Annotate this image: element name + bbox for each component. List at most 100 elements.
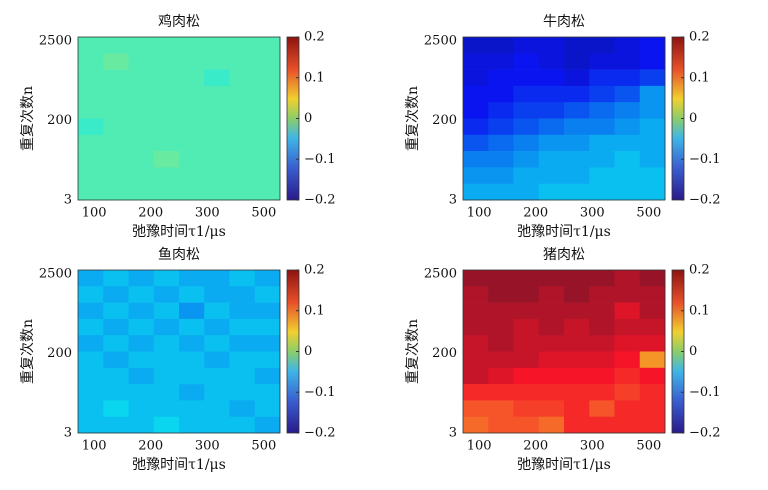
colorbar-tick-label: 0.2	[689, 263, 710, 278]
heatmap-cell	[614, 351, 641, 369]
y-tick-label: 2500	[424, 267, 457, 282]
heatmap-cell	[538, 384, 565, 401]
heatmap-cell	[589, 367, 615, 385]
heatmap-cell	[229, 69, 256, 87]
colorbar-tick-label: 0	[304, 111, 312, 126]
heatmap-cell	[488, 69, 514, 87]
y-tick-label: 2500	[424, 34, 457, 49]
heatmap-cell	[78, 183, 104, 201]
heatmap-cell	[229, 167, 256, 184]
heatmap-cell	[564, 416, 590, 434]
colorbar-tick-label: −0.1	[689, 152, 721, 167]
heatmap-cell	[564, 134, 590, 152]
heatmap-cell	[463, 134, 489, 152]
heatmap-cell	[463, 85, 489, 103]
heatmap-cell	[614, 302, 641, 320]
heatmap-cell	[639, 416, 666, 434]
heatmap-cell	[254, 384, 281, 401]
heatmap-cell	[614, 118, 641, 136]
heatmap-cell	[78, 302, 104, 320]
colorbar-tick-label: 0.1	[689, 70, 710, 85]
heatmap-cell	[488, 400, 514, 417]
colorbar-tick-label: −0.2	[689, 426, 721, 441]
heatmap-cell	[488, 151, 514, 168]
heatmap-cell	[589, 85, 615, 103]
heatmap-cell	[614, 384, 641, 401]
heatmap-cell	[488, 167, 514, 184]
heatmap-cell	[204, 183, 230, 201]
y-axis-label: 重复次数n	[404, 319, 421, 384]
heatmap-cell	[538, 286, 565, 303]
heatmap-cell	[78, 151, 104, 168]
heatmap-cell	[488, 335, 514, 352]
heatmap-cell	[538, 400, 565, 417]
heatmap-cell	[589, 167, 615, 184]
panel-title: 猪肉松	[543, 247, 585, 263]
y-axis-label: 重复次数n	[404, 86, 421, 151]
heatmap-cell	[229, 367, 256, 385]
heatmap-cell	[538, 302, 565, 320]
heatmap-cell	[153, 53, 180, 70]
heatmap-cell	[229, 416, 256, 434]
heatmap-cell	[229, 351, 256, 369]
x-tick-label: 500	[251, 439, 276, 454]
heatmap-cell	[589, 270, 615, 287]
y-tick-label: 200	[47, 346, 72, 361]
heatmap-cell	[589, 416, 615, 434]
heatmap-cell	[128, 302, 155, 320]
colorbar-tick-label: −0.1	[689, 385, 721, 400]
heatmap-cell	[204, 367, 230, 385]
colorbar-tick-label: −0.2	[304, 193, 336, 208]
heatmap-cell	[488, 118, 514, 136]
heatmap-cell	[589, 69, 615, 87]
heatmap-cell	[463, 69, 489, 87]
colorbar-tick-label: −0.2	[304, 426, 336, 441]
heatmap-cell	[103, 102, 129, 119]
heatmap-cell	[78, 400, 104, 417]
x-tick-label: 500	[251, 206, 276, 221]
heatmap-cell	[229, 318, 256, 336]
heatmap-cell	[153, 302, 180, 320]
heatmap-cell	[103, 400, 129, 417]
heatmap-cell	[128, 53, 155, 70]
heatmap-cell	[254, 151, 281, 168]
heatmap-cell	[463, 151, 489, 168]
x-axis-label: 弛豫时间τ1/μs	[517, 457, 611, 473]
heatmap-cell	[614, 367, 641, 385]
y-tick-label: 200	[47, 113, 72, 128]
heatmap-cell	[103, 416, 129, 434]
heatmap-cell	[513, 367, 540, 385]
heatmap-cell	[463, 367, 489, 385]
heatmap-cell	[128, 134, 155, 152]
heatmap-cell	[179, 416, 205, 434]
heatmap-cell	[463, 302, 489, 320]
heatmap-cell	[254, 351, 281, 369]
heatmap-cell	[488, 183, 514, 201]
heatmap-cell	[153, 351, 180, 369]
heatmap-cell	[463, 416, 489, 434]
heatmap-cell	[488, 351, 514, 369]
heatmap-cell	[153, 270, 180, 287]
colorbar-tick-label: 0.2	[689, 30, 710, 45]
heatmap-cell	[513, 384, 540, 401]
heatmap-cell	[153, 118, 180, 136]
heatmap-cell	[128, 416, 155, 434]
heatmap-cell	[128, 118, 155, 136]
heatmap-cell	[564, 318, 590, 336]
heatmap-cell	[488, 384, 514, 401]
heatmap-cell	[488, 416, 514, 434]
heatmap-cell	[564, 270, 590, 287]
heatmap-cell	[513, 69, 540, 87]
heatmap-cell	[153, 183, 180, 201]
heatmap-cell	[153, 416, 180, 434]
heatmap-cell	[513, 183, 540, 201]
heatmap-cell	[538, 118, 565, 136]
heatmap-cell	[128, 270, 155, 287]
heatmap-cell	[128, 318, 155, 336]
heatmap-cell	[488, 37, 514, 54]
heatmap-cell	[564, 367, 590, 385]
heatmap-cell	[513, 102, 540, 119]
heatmap-cell	[639, 151, 666, 168]
heatmap-cell	[614, 335, 641, 352]
